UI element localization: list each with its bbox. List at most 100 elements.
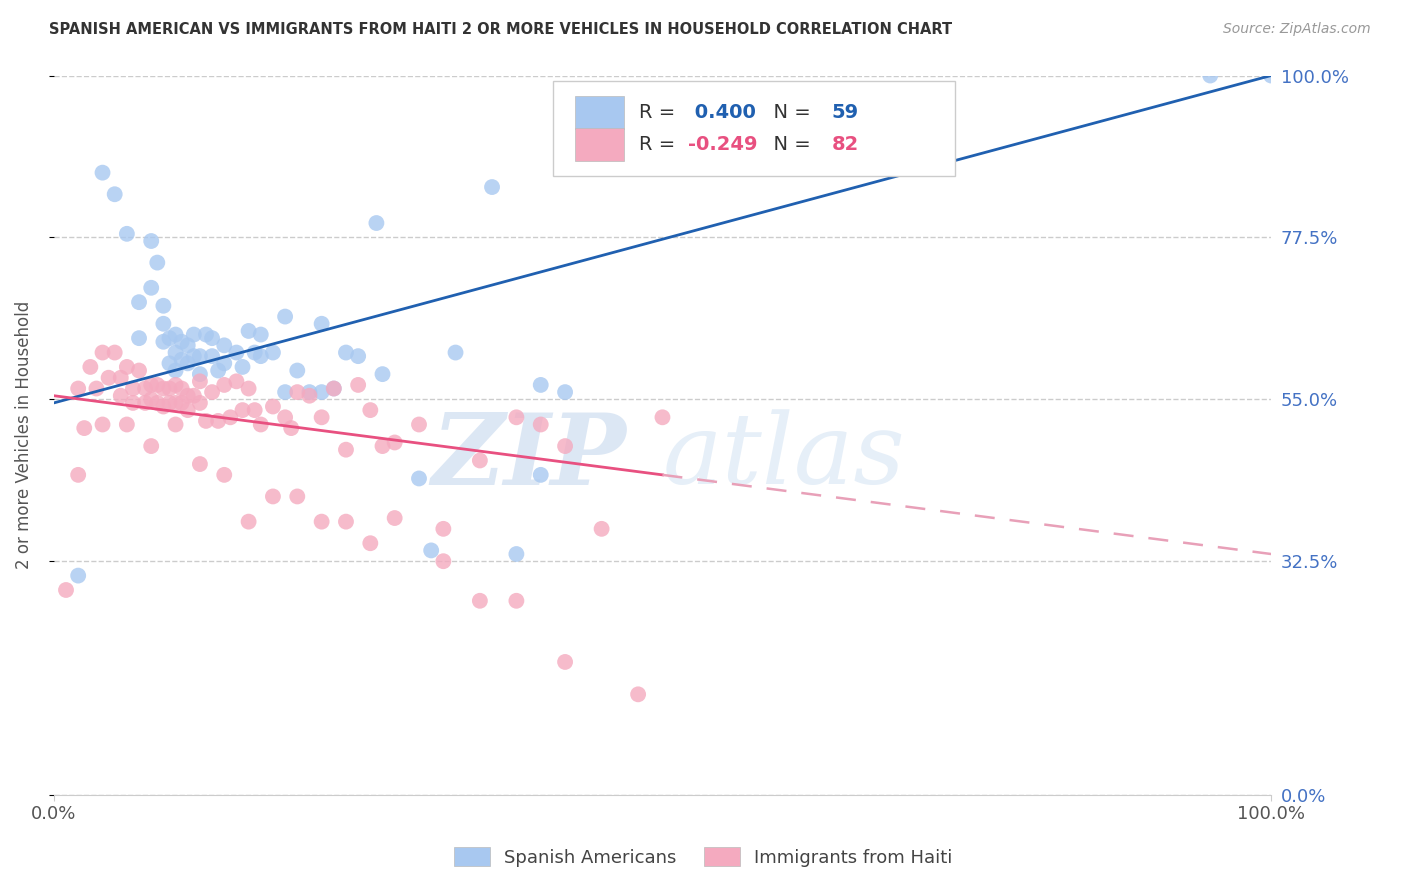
Point: [530, 417, 553, 432]
Point: [298, 389, 321, 403]
Point: [285, 363, 308, 377]
Point: [104, 345, 127, 359]
Point: [201, 385, 224, 400]
Point: [231, 359, 253, 374]
Point: [432, 522, 454, 536]
Point: [212, 378, 235, 392]
Point: [170, 396, 193, 410]
Point: [225, 345, 247, 359]
Point: [146, 255, 169, 269]
FancyBboxPatch shape: [553, 81, 955, 177]
Point: [122, 382, 145, 396]
Point: [152, 317, 174, 331]
Point: [554, 439, 576, 453]
Point: [262, 400, 284, 414]
Point: [207, 414, 229, 428]
Point: [115, 417, 138, 432]
Text: atlas: atlas: [662, 409, 905, 505]
Point: [238, 515, 260, 529]
Point: [481, 180, 503, 194]
Point: [274, 385, 297, 400]
Text: Source: ZipAtlas.com: Source: ZipAtlas.com: [1223, 22, 1371, 37]
Point: [141, 439, 163, 453]
Point: [249, 417, 271, 432]
Point: [67, 467, 90, 482]
Point: [262, 345, 284, 359]
Point: [177, 338, 200, 352]
Point: [371, 439, 394, 453]
Point: [122, 396, 145, 410]
Point: [159, 356, 181, 370]
Text: R =: R =: [640, 135, 682, 154]
Point: [262, 490, 284, 504]
Point: [322, 382, 344, 396]
Point: [195, 414, 218, 428]
Point: [188, 374, 211, 388]
Point: [55, 582, 77, 597]
Point: [366, 216, 388, 230]
Point: [159, 331, 181, 345]
Point: [91, 417, 114, 432]
Point: [243, 345, 266, 359]
Point: [152, 400, 174, 414]
Point: [249, 349, 271, 363]
Point: [91, 345, 114, 359]
Point: [91, 166, 114, 180]
Point: [212, 467, 235, 482]
Point: [444, 345, 467, 359]
Point: [141, 378, 163, 392]
Point: [347, 378, 370, 392]
Point: [505, 547, 527, 561]
Point: [280, 421, 302, 435]
Point: [530, 467, 553, 482]
Point: [128, 363, 150, 377]
Point: [408, 417, 430, 432]
Point: [238, 324, 260, 338]
Point: [134, 382, 156, 396]
Point: [141, 234, 163, 248]
Point: [274, 310, 297, 324]
Point: [249, 327, 271, 342]
Point: [432, 554, 454, 568]
Point: [359, 536, 381, 550]
Point: [311, 515, 333, 529]
Point: [554, 385, 576, 400]
Point: [170, 382, 193, 396]
Point: [311, 410, 333, 425]
Point: [651, 410, 673, 425]
Point: [110, 389, 132, 403]
Point: [243, 403, 266, 417]
Point: [274, 410, 297, 425]
Point: [152, 299, 174, 313]
Point: [322, 382, 344, 396]
Point: [152, 334, 174, 349]
Point: [225, 374, 247, 388]
Point: [183, 327, 205, 342]
Point: [188, 396, 211, 410]
Text: -0.249: -0.249: [688, 135, 758, 154]
Point: [141, 281, 163, 295]
Text: 59: 59: [832, 103, 859, 122]
Point: [195, 327, 218, 342]
Point: [468, 453, 491, 467]
Point: [420, 543, 443, 558]
Point: [177, 403, 200, 417]
Bar: [575, 96, 623, 129]
Point: [231, 403, 253, 417]
Point: [128, 331, 150, 345]
Point: [152, 382, 174, 396]
Point: [311, 317, 333, 331]
Point: [212, 356, 235, 370]
Point: [73, 421, 96, 435]
Point: [371, 367, 394, 381]
Point: [141, 392, 163, 407]
Point: [86, 382, 108, 396]
Point: [408, 471, 430, 485]
Point: [128, 295, 150, 310]
Point: [110, 370, 132, 384]
Point: [359, 403, 381, 417]
Point: [67, 382, 90, 396]
Point: [170, 352, 193, 367]
Text: R =: R =: [640, 103, 682, 122]
Point: [311, 385, 333, 400]
